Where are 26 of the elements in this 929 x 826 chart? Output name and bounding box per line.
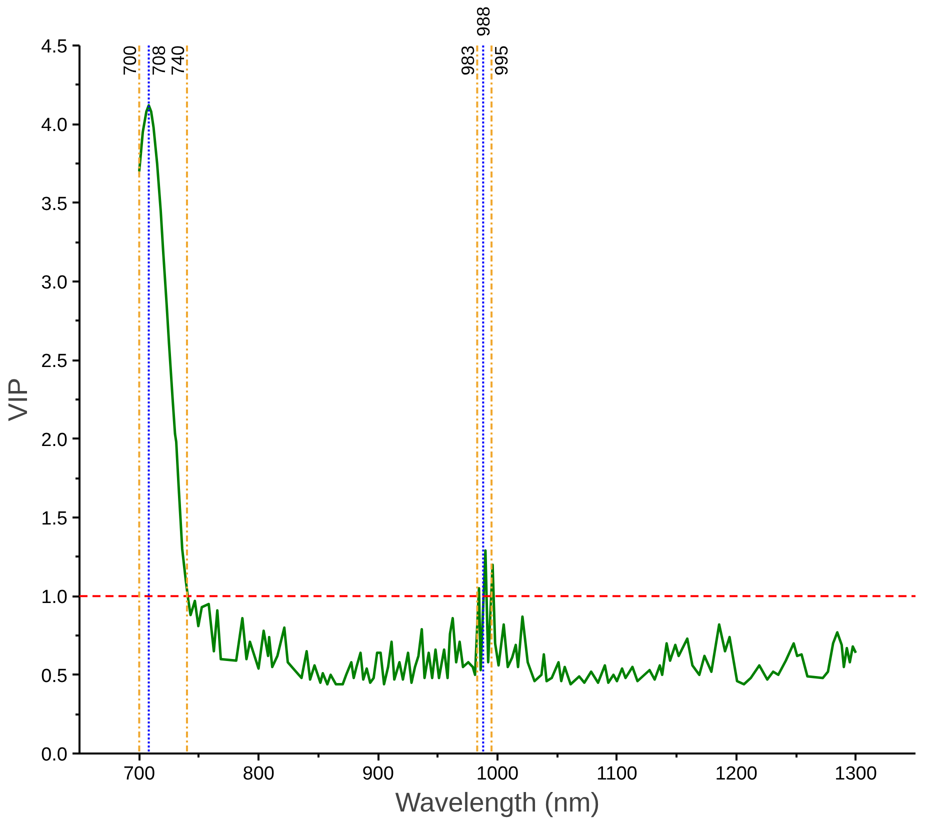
x-tick-label: 1200 [715, 764, 758, 784]
y-tick-label: 2.5 [41, 351, 68, 372]
ref-line-label: 700 [120, 45, 140, 76]
y-tick-label: 1.0 [41, 587, 68, 608]
x-tick-label: 1300 [834, 764, 877, 784]
x-tick-label: 1000 [476, 764, 519, 784]
ref-line-label: 988 [474, 6, 494, 36]
x-tick-label: 1100 [596, 764, 638, 784]
y-tick-label: 4.5 [41, 36, 68, 58]
line-series [138, 104, 858, 686]
y-tick-label: 3.5 [41, 194, 68, 215]
x-tick-label: 800 [242, 764, 274, 784]
ref-line-label: 708 [148, 45, 169, 76]
x-axis-title: Wavelength (nm) [395, 788, 600, 818]
ref-line-label: 995 [492, 45, 512, 76]
x-tick-label: 700 [123, 764, 156, 784]
ref-line-label: 740 [168, 45, 188, 76]
ref-line-label: 983 [458, 45, 478, 76]
y-axis-title: VIP [3, 378, 34, 422]
y-tick-label: 4.0 [41, 115, 68, 136]
y-tick-label: 0.0 [41, 744, 68, 766]
x-tick-label: 900 [362, 764, 394, 784]
y-tick-label: 1.5 [41, 508, 68, 530]
y-tick-label: 3.0 [41, 272, 68, 294]
y-tick-label: 0.5 [41, 666, 68, 687]
y-tick-label: 2.0 [41, 430, 68, 451]
